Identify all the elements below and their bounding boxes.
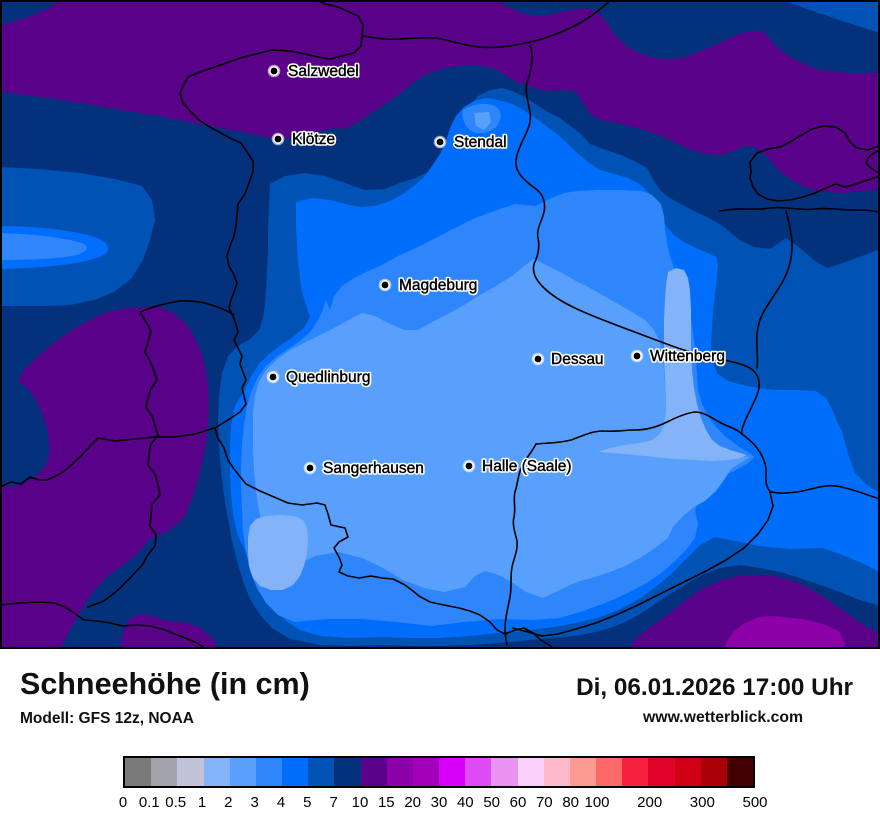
svg-text:Wittenberg: Wittenberg [650,348,725,365]
svg-text:Stendal: Stendal [454,134,507,151]
svg-text:Quedlinburg: Quedlinburg [286,369,370,386]
svg-text:Klötze: Klötze [292,131,335,148]
svg-text:Salzwedel: Salzwedel [288,63,359,80]
svg-text:Sangerhausen: Sangerhausen [323,460,424,477]
svg-text:Dessau: Dessau [551,351,604,368]
svg-text:Wittenberg: Wittenberg [650,348,725,365]
svg-text:Magdeburg: Magdeburg [399,277,477,294]
svg-text:Salzwedel: Salzwedel [288,63,359,80]
svg-text:Sangerhausen: Sangerhausen [323,460,424,477]
svg-text:Halle (Saale): Halle (Saale) [482,458,572,475]
svg-text:Dessau: Dessau [551,351,604,368]
svg-text:Stendal: Stendal [454,134,507,151]
svg-text:Magdeburg: Magdeburg [399,277,477,294]
svg-text:Quedlinburg: Quedlinburg [286,369,370,386]
svg-text:Klötze: Klötze [292,131,335,148]
svg-text:Halle (Saale): Halle (Saale) [482,458,572,475]
